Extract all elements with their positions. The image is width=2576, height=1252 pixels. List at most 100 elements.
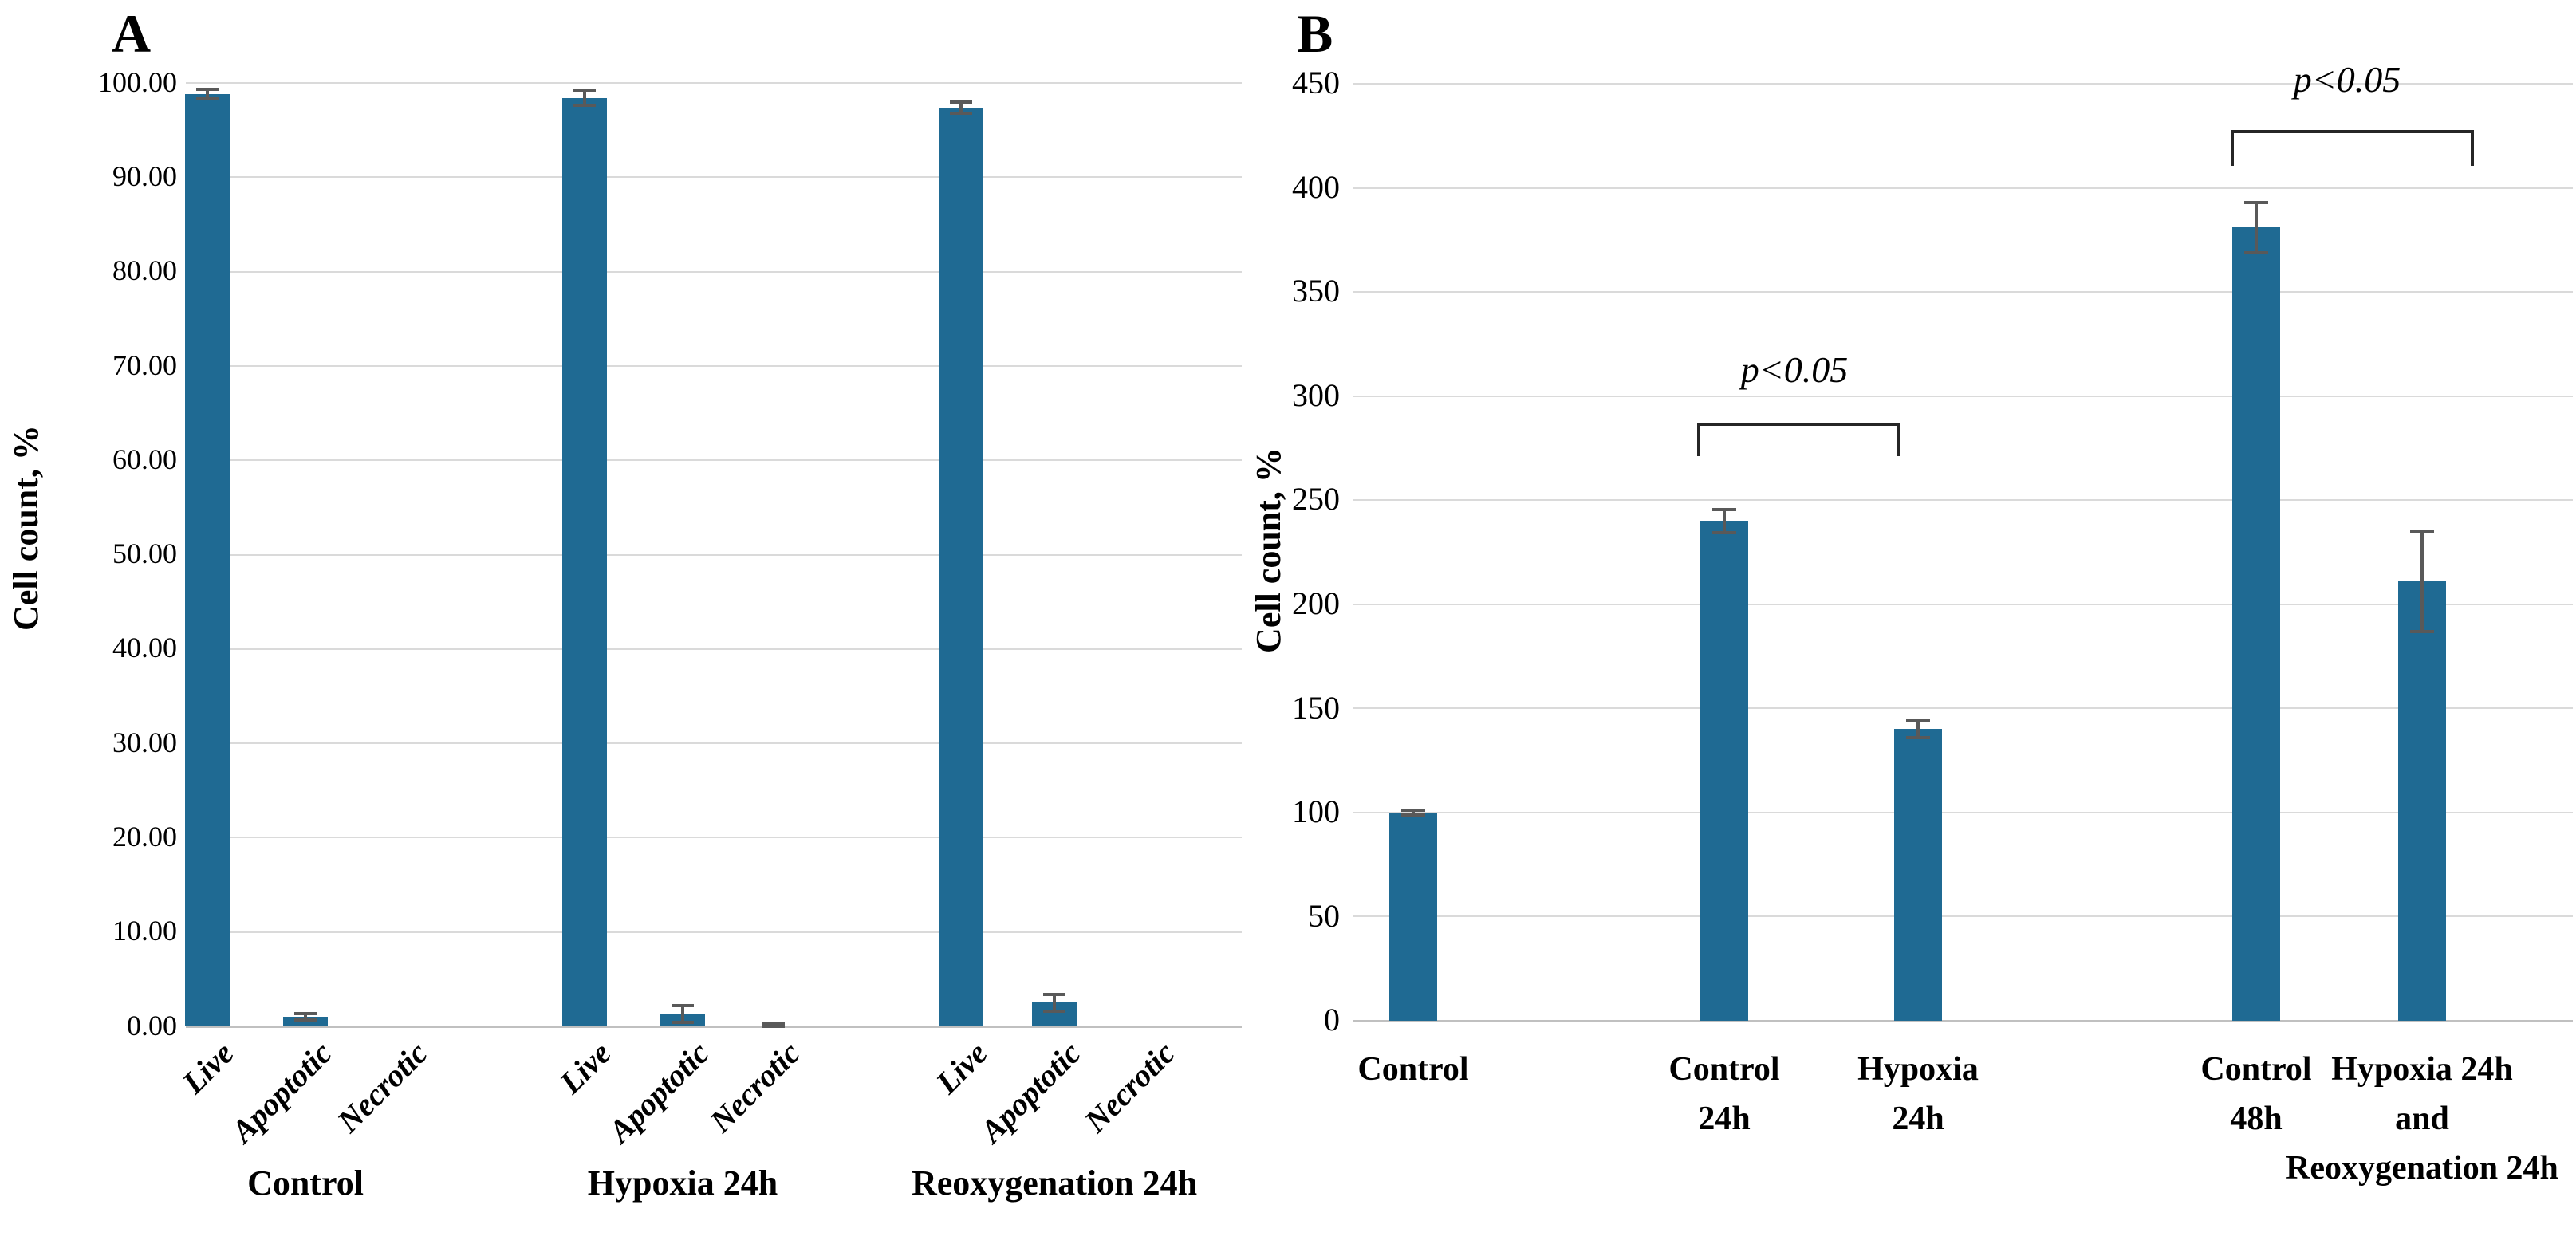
x-axis-line (186, 1026, 1242, 1028)
y-tick-label: 100 (1292, 793, 1340, 830)
y-tick-label: 0.00 (127, 1009, 177, 1041)
error-bar-cap (573, 89, 596, 93)
group-label: Hypoxia 24h (587, 1163, 778, 1203)
error-bar-cap (950, 100, 972, 104)
gridline (1353, 811, 2573, 813)
error-bar-line (206, 89, 209, 100)
error-bar-line (1412, 810, 1415, 815)
error-bar-cap (1712, 507, 1736, 511)
y-tick-label: 450 (1292, 65, 1340, 101)
y-tick-label: 350 (1292, 273, 1340, 309)
error-bar-cap (2244, 200, 2268, 204)
y-tick-label: 90.00 (112, 159, 177, 192)
error-bar-line (1916, 721, 1920, 738)
bar (2232, 227, 2280, 1021)
y-tick-label: 60.00 (112, 443, 177, 475)
error-bar-cap (672, 1021, 694, 1025)
error-bar-cap (672, 1003, 694, 1007)
gridline (1353, 395, 2573, 397)
y-tick-label: 100.00 (98, 65, 177, 98)
bar (939, 107, 983, 1026)
group-label: Reoxygenation 24h (911, 1163, 1198, 1203)
y-tick-label: 80.00 (112, 254, 177, 287)
error-bar-cap (2244, 250, 2268, 254)
x-axis-label-line: 24h (1698, 1100, 1751, 1137)
error-bar-cap (573, 104, 596, 108)
error-bar-cap (196, 97, 219, 101)
gridline (1353, 499, 2573, 502)
error-bar-cap (950, 111, 972, 115)
y-tick-label: 50 (1308, 897, 1340, 934)
group-label: Control (247, 1163, 364, 1203)
x-axis-label-line: Control (2200, 1051, 2312, 1088)
gridline (1353, 83, 2573, 85)
x-axis-label-line: 24h (1892, 1100, 1944, 1137)
x-axis-label-line: Reoxygenation 24h (2286, 1150, 2558, 1187)
error-bar-line (1053, 994, 1056, 1012)
gridline (186, 364, 1242, 367)
significance-bracket (2231, 130, 2474, 166)
x-axis-label-line: 48h (2230, 1100, 2283, 1137)
panel-a-label: A (112, 3, 152, 64)
gridline (1353, 603, 2573, 605)
error-bar-cap (1043, 992, 1065, 996)
y-tick-label: 30.00 (112, 726, 177, 758)
bar (562, 97, 607, 1026)
y-tick-label: 50.00 (112, 537, 177, 570)
bar (185, 94, 230, 1026)
error-bar-cap (294, 1018, 317, 1022)
error-bar-line (681, 1005, 684, 1023)
gridline (186, 931, 1242, 933)
x-axis-label-line: and (2395, 1100, 2449, 1137)
error-bar-cap (762, 1025, 785, 1028)
x-axis-label-line: Control (1668, 1051, 1780, 1088)
y-tick-label: 40.00 (112, 632, 177, 664)
y-tick-label: 20.00 (112, 821, 177, 853)
y-tick-label: 200 (1292, 585, 1340, 621)
error-bar-cap (2410, 629, 2434, 633)
gridline (1353, 915, 2573, 918)
y-tick-label: 300 (1292, 376, 1340, 413)
error-bar-cap (1906, 735, 1930, 739)
error-bar-cap (1906, 719, 1930, 722)
error-bar-line (1723, 509, 1726, 533)
gridline (1353, 707, 2573, 710)
y-tick-label: 250 (1292, 481, 1340, 518)
x-axis-label-line: Hypoxia (1857, 1051, 1979, 1088)
bar (1894, 729, 1942, 1021)
y-tick-label: 10.00 (112, 915, 177, 947)
x-axis-label-line: Control (1357, 1051, 1469, 1088)
bar (2398, 581, 2446, 1021)
error-bar-cap (1043, 1010, 1065, 1014)
gridline (186, 459, 1242, 462)
bar (1389, 812, 1437, 1021)
error-bar-cap (196, 88, 219, 92)
y-tick-label: 400 (1292, 168, 1340, 205)
error-bar-cap (1401, 813, 1425, 817)
gridline (186, 82, 1242, 84)
error-bar-cap (1401, 809, 1425, 813)
error-bar-cap (762, 1022, 785, 1026)
x-axis-label-line: Hypoxia 24h (2331, 1051, 2513, 1088)
error-bar-line (2420, 531, 2424, 632)
error-bar-line (304, 1014, 307, 1021)
p-value-label: p<0.05 (1740, 349, 1849, 390)
error-bar-line (2255, 202, 2258, 253)
y-tick-label: 150 (1292, 689, 1340, 726)
significance-bracket (1697, 423, 1900, 456)
y-tick-label: 0 (1324, 1002, 1340, 1038)
error-bar-cap (294, 1012, 317, 1016)
panel-b-label: B (1297, 3, 1333, 64)
x-axis-line (1353, 1020, 2573, 1022)
gridline (186, 742, 1242, 745)
gridline (1353, 187, 2573, 189)
gridline (186, 553, 1242, 556)
gridline (186, 648, 1242, 650)
y-tick-label: 70.00 (112, 348, 177, 381)
error-bar-cap (2410, 530, 2434, 533)
gridline (186, 837, 1242, 839)
error-bar-line (959, 101, 963, 113)
gridline (1353, 291, 2573, 293)
bar (1700, 521, 1748, 1021)
